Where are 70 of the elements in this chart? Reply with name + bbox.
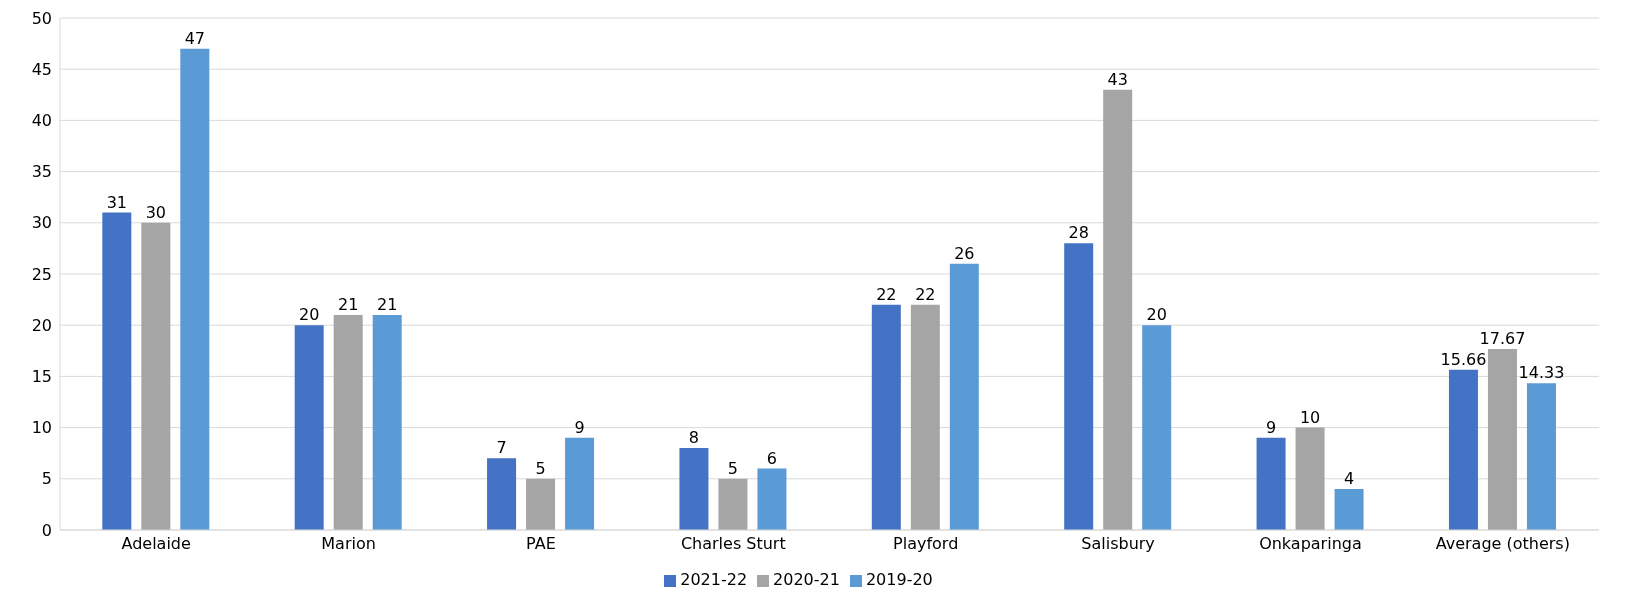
x-tick-label: Salisbury: [1081, 534, 1155, 554]
bar: [1487, 349, 1517, 530]
data-label: 43: [1107, 69, 1128, 89]
data-label: 6: [766, 448, 778, 468]
data-label: 30: [145, 202, 166, 222]
data-label: 17.67: [1479, 329, 1526, 349]
data-label: 20: [299, 305, 320, 325]
data-label: 14.33: [1518, 363, 1565, 383]
y-tick-label: 25: [31, 264, 52, 284]
bar: [1334, 489, 1364, 530]
data-label: 31: [106, 192, 127, 212]
bar: [1256, 437, 1286, 530]
data-label: 5: [727, 458, 739, 478]
x-tick-label: Adelaide: [121, 534, 191, 554]
bar: [1526, 383, 1556, 530]
data-label: 47: [184, 28, 205, 48]
bar: [180, 48, 210, 530]
x-tick-label: Onkaparinga: [1259, 534, 1362, 554]
bar: [565, 437, 595, 530]
legend-label: 2020-21: [773, 570, 840, 589]
y-tick-label: 50: [31, 8, 52, 28]
legend-label: 2021-22: [680, 570, 748, 589]
bar: [1295, 427, 1325, 530]
bar: [487, 458, 517, 530]
bar: [910, 304, 940, 530]
data-label: 26: [954, 243, 975, 263]
bar: [141, 222, 171, 530]
x-tick-label: Charles Sturt: [680, 534, 786, 554]
y-tick-label: 10: [31, 418, 52, 438]
bar: [1103, 89, 1133, 530]
data-label: 22: [915, 284, 936, 304]
legend-label: 2019-20: [865, 570, 933, 589]
data-label: 4: [1343, 469, 1355, 489]
bar: [102, 212, 132, 530]
data-label: 22: [876, 284, 897, 304]
bar: [679, 448, 709, 530]
data-label: 28: [1068, 223, 1089, 243]
x-tick-label: Marion: [321, 534, 376, 554]
data-label: 10: [1299, 407, 1321, 427]
x-tick-label: Average (others): [1435, 534, 1570, 554]
bar: [1448, 369, 1478, 530]
y-tick-label: 35: [31, 162, 52, 182]
data-label: 9: [1265, 417, 1277, 437]
bar: [757, 468, 787, 530]
data-label: 5: [535, 458, 546, 478]
data-label: 7: [496, 438, 507, 458]
bar: [871, 304, 901, 530]
bar: [333, 314, 363, 530]
bar: [294, 325, 324, 530]
y-tick-label: 20: [31, 315, 52, 335]
data-label: 8: [688, 428, 700, 448]
data-label: 21: [338, 294, 359, 314]
bar: [718, 478, 748, 530]
y-tick-label: 45: [31, 59, 52, 79]
data-label: 21: [377, 294, 398, 314]
bar: [1142, 325, 1172, 530]
data-label: 9: [574, 417, 585, 437]
data-label: 20: [1146, 305, 1167, 325]
x-tick-label: Playford: [893, 534, 959, 554]
y-tick-label: 15: [31, 367, 52, 387]
x-tick-label: PAE: [526, 534, 556, 554]
y-tick-label: 40: [31, 111, 52, 131]
y-tick-label: 0: [41, 520, 52, 540]
y-tick-label: 30: [31, 213, 52, 233]
bar: [949, 263, 979, 530]
bar: [372, 314, 402, 530]
bar: [1064, 243, 1094, 530]
data-label: 15.66: [1440, 349, 1487, 369]
y-tick-label: 5: [41, 469, 52, 489]
bar: [526, 478, 556, 530]
